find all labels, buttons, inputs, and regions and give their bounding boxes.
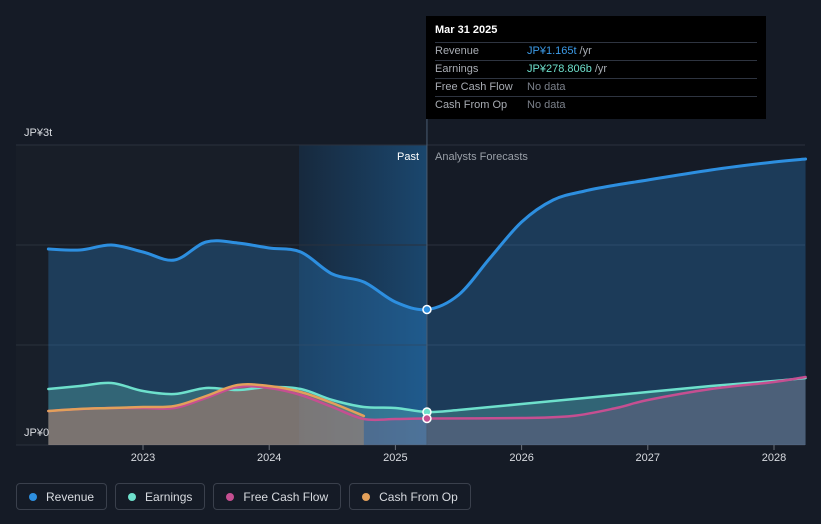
past-background: [16, 145, 299, 445]
gridlines: [16, 144, 805, 446]
x-tick-label: 2027: [636, 452, 660, 464]
tooltip-label: Earnings: [435, 63, 479, 75]
forecast-label: Analysts Forecasts: [435, 151, 528, 163]
legend-label: Free Cash Flow: [243, 489, 329, 504]
legend-item-free-cash-flow[interactable]: Free Cash Flow: [213, 483, 342, 510]
y-axis-top-label: JP¥3t: [24, 127, 52, 139]
legend-dot-icon: [128, 492, 137, 501]
line-cash-from-op: [47, 383, 366, 418]
x-axis-ticks: 2023 2024 2025 2026 2027 2028: [131, 445, 786, 464]
tooltip-unit: /yr: [579, 45, 592, 57]
tooltip-row-free-cash-flow: Free Cash Flow No data: [435, 78, 757, 96]
legend-label: Earnings: [145, 489, 193, 504]
tooltip-unit: /yr: [594, 63, 608, 75]
legend: Revenue Earnings Free Cash Flow Cash Fro…: [16, 483, 471, 510]
tooltip-row-cash-from-op: Cash From Op No data: [435, 96, 757, 114]
area-cash-from-op: [48, 384, 364, 445]
tooltip-label: Cash From Op: [435, 99, 508, 111]
x-tick-label: 2024: [257, 452, 281, 464]
tooltip-label: Free Cash Flow: [435, 81, 513, 93]
legend-dot-icon: [362, 492, 371, 501]
x-tick-label: 2025: [383, 452, 407, 464]
marker-revenue: [422, 304, 432, 315]
tooltip-value: JP¥278.806b: [527, 63, 592, 75]
series-lines: [46, 157, 808, 422]
marker-free-cash-flow: [422, 413, 432, 424]
legend-item-revenue[interactable]: Revenue: [16, 483, 108, 510]
tooltip-row-revenue: Revenue JP¥1.165t /yr: [435, 42, 757, 60]
legend-item-cash-from-op[interactable]: Cash From Op: [349, 483, 471, 510]
area-earnings: [48, 378, 806, 445]
series-areas: [48, 159, 806, 445]
x-tick-label: 2026: [509, 452, 533, 464]
legend-label: Cash From Op: [379, 489, 458, 504]
area-revenue: [48, 159, 806, 445]
tooltip-row-earnings: Earnings JP¥278.806b /yr: [435, 60, 757, 78]
line-earnings: [47, 376, 807, 414]
tooltip-date: Mar 31 2025: [435, 24, 498, 36]
x-tick-label: 2023: [131, 452, 155, 464]
tooltip-label: Revenue: [435, 45, 480, 57]
tooltip-value: JP¥1.165t: [527, 45, 577, 57]
hover-markers: [422, 304, 432, 424]
area-free-cash-flow: [48, 377, 806, 445]
legend-label: Revenue: [46, 489, 95, 504]
tooltip-value: No data: [527, 81, 566, 93]
past-label: Past: [397, 151, 419, 163]
tooltip-value: No data: [527, 99, 566, 111]
legend-item-earnings[interactable]: Earnings: [115, 483, 206, 510]
line-revenue: [46, 157, 808, 312]
tooltip: Mar 31 2025 Revenue JP¥1.165t /yr Earnin…: [426, 16, 766, 119]
legend-dot-icon: [29, 492, 37, 501]
y-axis-bottom-label: JP¥0: [24, 427, 49, 439]
x-tick-label: 2028: [762, 452, 786, 464]
legend-dot-icon: [226, 492, 235, 501]
